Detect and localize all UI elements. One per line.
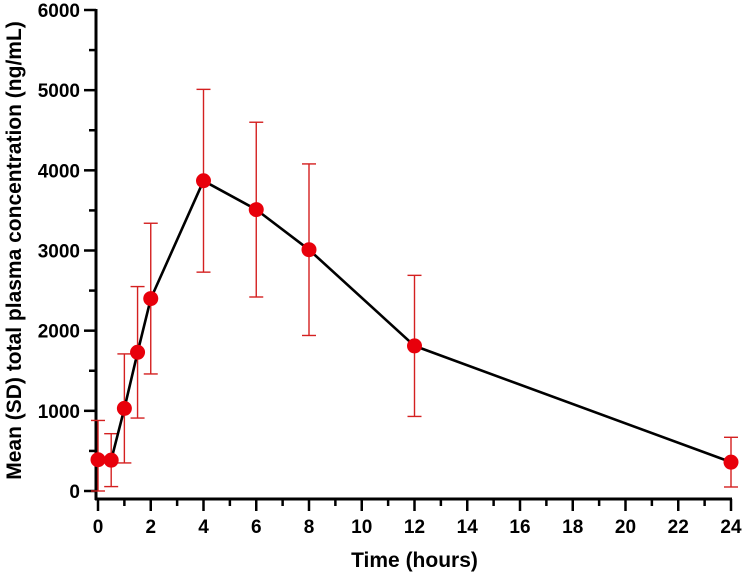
series: [97, 179, 732, 464]
x-tick-label: 20: [615, 517, 636, 538]
x-tick-label: 22: [668, 517, 689, 538]
x-tick-label: 6: [251, 517, 262, 538]
x-tick-label: 16: [509, 517, 530, 538]
y-tick-label: 0: [69, 482, 80, 503]
x-tick-label: 24: [720, 517, 742, 538]
x-tick-label: 4: [198, 517, 209, 538]
x-tick-label: 0: [93, 517, 104, 538]
error-bars: [91, 88, 738, 492]
data-point: [116, 400, 132, 416]
y-tick-label: 5000: [38, 81, 80, 102]
data-point: [723, 454, 739, 470]
data-point: [248, 202, 264, 218]
markers: [90, 173, 739, 470]
y-axis: 0 1000 2000 3000 4000 5000 6000: [38, 1, 98, 503]
x-axis: 0 2 4 6 8 10 12 14 16 18 20 22 24: [93, 497, 742, 538]
data-point: [196, 173, 211, 189]
y-tick-label: 2000: [38, 322, 80, 343]
x-tick-label: 12: [404, 517, 425, 538]
data-point: [103, 452, 119, 468]
y-tick-label: 6000: [38, 1, 80, 22]
y-tick-label: 1000: [38, 402, 80, 423]
series-line: [97, 179, 732, 464]
data-point: [301, 242, 317, 258]
x-tick-label: 18: [562, 517, 583, 538]
x-axis-title: Time (hours): [351, 549, 478, 572]
data-point: [143, 291, 159, 307]
data-point: [90, 452, 106, 468]
data-point: [130, 344, 146, 360]
x-tick-label: 2: [145, 517, 156, 538]
y-tick-label: 4000: [38, 161, 80, 182]
y-axis-title: Mean (SD) total plasma concentration (ng…: [3, 21, 26, 480]
x-tick-label: 10: [351, 517, 372, 538]
y-tick-label: 3000: [38, 242, 80, 263]
x-tick-label: 14: [457, 517, 479, 538]
x-tick-label: 8: [304, 517, 315, 538]
data-point: [407, 338, 422, 354]
